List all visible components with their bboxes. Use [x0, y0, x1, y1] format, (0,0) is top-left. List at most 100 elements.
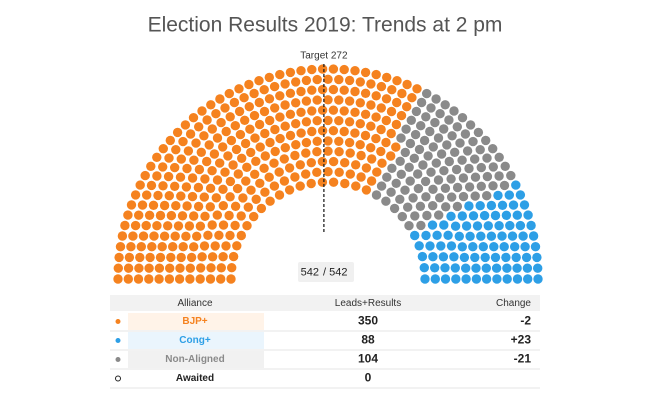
- seat: [114, 252, 124, 263]
- seat: [249, 211, 259, 222]
- seat: [154, 274, 164, 284]
- seat: [430, 117, 440, 128]
- seat: [489, 242, 499, 252]
- seat: [270, 146, 280, 157]
- seat: [312, 147, 322, 157]
- seat: [417, 251, 428, 262]
- seat: [284, 163, 295, 173]
- seat: [226, 274, 236, 284]
- seat: [126, 200, 137, 210]
- seat: [439, 220, 449, 230]
- seat: [512, 274, 523, 284]
- seat: [450, 147, 460, 157]
- seat: [396, 110, 407, 121]
- seat: [290, 172, 300, 182]
- seat: [345, 169, 355, 179]
- seat: [205, 274, 216, 284]
- seat: [511, 180, 521, 190]
- seat: [421, 112, 431, 122]
- seat: [371, 133, 381, 144]
- table-header: Alliance: [177, 298, 212, 309]
- seat: [269, 181, 280, 191]
- seat: [441, 202, 451, 212]
- seat: [387, 85, 397, 95]
- seat: [518, 231, 528, 241]
- seat: [490, 210, 501, 221]
- seat: [396, 169, 406, 179]
- seat: [171, 145, 181, 155]
- seat: [452, 122, 462, 132]
- seat: [220, 167, 230, 177]
- seat: [200, 211, 210, 221]
- seat: [218, 184, 228, 194]
- seat: [182, 201, 192, 211]
- seat: [372, 167, 382, 177]
- seat: [381, 94, 392, 104]
- seat: [207, 166, 217, 176]
- seat: [464, 201, 474, 211]
- seat: [457, 242, 467, 252]
- seat: [317, 84, 328, 95]
- seat: [246, 185, 256, 195]
- seat: [444, 156, 454, 167]
- seat: [212, 175, 223, 185]
- seat: [468, 211, 479, 221]
- seat: [195, 274, 205, 284]
- seat: [389, 203, 400, 214]
- seat: [216, 274, 226, 284]
- seat: [220, 103, 230, 113]
- seat: [464, 182, 475, 192]
- seat: [153, 190, 163, 201]
- seat: [402, 79, 412, 90]
- seat: [232, 241, 242, 251]
- change-value: -21: [514, 352, 532, 366]
- seat: [237, 153, 247, 163]
- seat: [355, 77, 365, 87]
- seat: [236, 230, 246, 241]
- seat: [376, 81, 387, 92]
- seat: [486, 200, 497, 211]
- seat: [290, 150, 300, 161]
- seat: [197, 106, 207, 116]
- seat: [443, 230, 453, 240]
- seat: [386, 106, 397, 117]
- seat: [255, 142, 265, 152]
- seat: [371, 190, 382, 200]
- seat: [209, 149, 220, 159]
- seat: [317, 126, 328, 136]
- seat: [270, 103, 280, 113]
- seat: [203, 230, 213, 240]
- seat: [356, 150, 366, 161]
- seat: [133, 274, 144, 284]
- party-cell-bg: [128, 351, 264, 368]
- seat: [404, 162, 414, 172]
- seat: [340, 178, 350, 189]
- seat: [386, 151, 396, 161]
- seat: [254, 76, 264, 86]
- seat: [430, 274, 440, 284]
- seat: [323, 136, 333, 146]
- seat: [465, 120, 476, 130]
- seat: [216, 263, 226, 273]
- seat: [239, 93, 249, 103]
- seat: [381, 115, 391, 126]
- seat: [275, 69, 285, 80]
- seat: [360, 67, 371, 78]
- table-header-bg: [110, 295, 540, 311]
- seat: [165, 135, 175, 146]
- seat: [193, 201, 204, 212]
- seat: [488, 144, 498, 154]
- party-cell-bg: [128, 332, 264, 349]
- seat: [345, 148, 355, 158]
- seat: [280, 143, 290, 153]
- seat: [152, 152, 162, 162]
- seat: [185, 263, 195, 273]
- seat: [478, 242, 488, 252]
- seat: [191, 138, 201, 148]
- seat: [214, 230, 224, 240]
- seat: [149, 231, 159, 241]
- seat: [177, 211, 188, 221]
- seat: [295, 160, 305, 170]
- seat: [409, 153, 419, 163]
